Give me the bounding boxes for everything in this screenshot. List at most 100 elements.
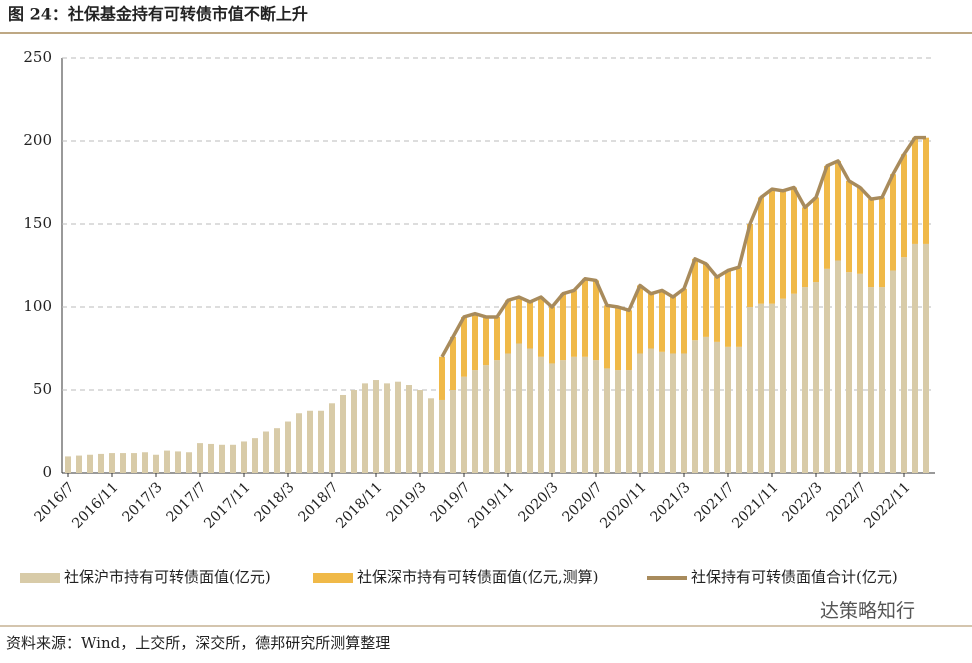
bar xyxy=(824,165,830,269)
bar xyxy=(780,298,786,473)
x-tick-label: 2022/11 xyxy=(861,479,913,531)
bar xyxy=(747,224,753,307)
bar xyxy=(472,370,478,473)
x-tick-label: 2018/11 xyxy=(333,479,385,531)
x-tick-label: 2020/3 xyxy=(516,479,562,525)
bar xyxy=(230,444,236,473)
bar xyxy=(197,443,203,473)
bar xyxy=(87,454,93,473)
bar xyxy=(549,307,555,364)
bar xyxy=(593,280,599,361)
bar xyxy=(725,270,731,347)
bar xyxy=(912,243,918,473)
bar xyxy=(714,341,720,473)
y-tick-label: 250 xyxy=(23,48,52,66)
bar xyxy=(483,365,489,473)
bar xyxy=(923,243,929,473)
bar xyxy=(670,353,676,473)
x-tick-label: 2022/3 xyxy=(780,479,826,525)
bar xyxy=(747,307,753,473)
bar xyxy=(758,303,764,473)
bar xyxy=(417,390,423,473)
bar xyxy=(428,398,434,473)
bar xyxy=(395,381,401,473)
bar xyxy=(637,285,643,354)
bar xyxy=(461,376,467,473)
bar xyxy=(824,268,830,473)
bar xyxy=(681,353,687,473)
bar xyxy=(626,370,632,473)
legend-label: 社保深市持有可转债面值(亿元,测算) xyxy=(357,568,598,586)
bar xyxy=(483,316,489,366)
bar xyxy=(890,174,896,271)
x-tick-label: 2019/11 xyxy=(465,479,517,531)
bar xyxy=(659,290,665,352)
bar xyxy=(868,287,874,473)
bar xyxy=(571,290,577,357)
bar xyxy=(560,360,566,473)
bar xyxy=(549,363,555,473)
x-tick-label: 2021/3 xyxy=(648,479,694,525)
bar xyxy=(648,293,654,349)
bar xyxy=(615,307,621,371)
bar xyxy=(692,340,698,473)
bar xyxy=(802,287,808,473)
bar xyxy=(780,190,786,299)
legend-swatch xyxy=(313,573,353,583)
x-tick-label: 2019/3 xyxy=(384,479,430,525)
bar xyxy=(692,258,698,341)
line xyxy=(440,135,926,358)
bar xyxy=(835,160,841,261)
bar xyxy=(373,380,379,473)
bar xyxy=(307,410,313,473)
bar xyxy=(758,197,764,304)
y-tick-label: 200 xyxy=(23,131,52,149)
bar xyxy=(912,137,918,244)
bar xyxy=(263,431,269,473)
bar xyxy=(648,348,654,473)
bar xyxy=(703,336,709,473)
x-tick-label: 2017/11 xyxy=(201,479,253,531)
bar xyxy=(439,356,445,400)
bar xyxy=(505,300,511,354)
bar xyxy=(351,390,357,473)
bar xyxy=(538,297,544,357)
bar xyxy=(714,277,720,342)
chart-title: 图 24：社保基金持有可转债市值不断上升 xyxy=(8,5,308,24)
x-tick-label: 2021/11 xyxy=(729,479,781,531)
bar xyxy=(637,353,643,473)
bar xyxy=(791,187,797,294)
bar xyxy=(164,450,170,473)
bar xyxy=(120,453,126,473)
y-tick-label: 150 xyxy=(23,214,52,232)
bar xyxy=(736,346,742,473)
bar xyxy=(604,305,610,369)
bar xyxy=(406,385,412,473)
bar xyxy=(494,360,500,473)
bar xyxy=(219,444,225,473)
bar xyxy=(879,287,885,473)
bar xyxy=(538,356,544,473)
x-tick-label: 2018/3 xyxy=(252,479,298,525)
bar xyxy=(879,197,885,288)
bar xyxy=(175,451,181,473)
bar xyxy=(670,297,676,354)
bar xyxy=(362,383,368,473)
bar xyxy=(439,399,445,473)
bar xyxy=(593,360,599,473)
bar xyxy=(736,267,742,347)
watermark: 达策略知行 xyxy=(820,600,915,622)
bar xyxy=(835,260,841,473)
bar xyxy=(890,270,896,473)
bar xyxy=(571,356,577,473)
y-tick-label: 100 xyxy=(23,297,52,315)
bar xyxy=(868,199,874,288)
bar xyxy=(901,154,907,258)
bar xyxy=(252,438,258,473)
source: 资料来源：Wind，上交所，深交所，德邦研究所测算整理 xyxy=(6,634,390,652)
bar xyxy=(604,368,610,473)
bar xyxy=(450,336,456,390)
bar xyxy=(582,278,588,357)
bar xyxy=(384,383,390,473)
